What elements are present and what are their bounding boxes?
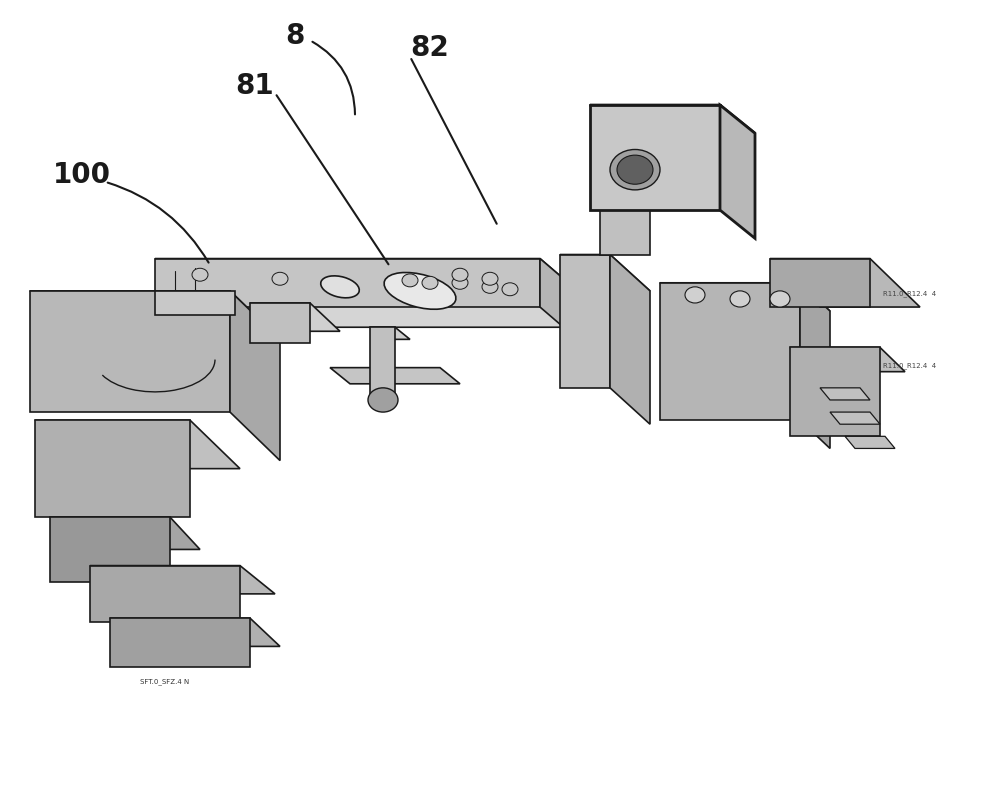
Circle shape [610,149,660,190]
Polygon shape [790,347,880,436]
Polygon shape [610,255,650,424]
Circle shape [770,291,790,307]
Polygon shape [770,259,870,307]
Polygon shape [590,105,755,133]
Polygon shape [330,368,460,384]
Circle shape [685,287,705,303]
Circle shape [502,283,518,296]
Circle shape [452,276,468,289]
Text: 8: 8 [285,23,305,50]
Polygon shape [660,283,800,420]
Polygon shape [110,618,250,667]
Polygon shape [370,327,410,339]
Polygon shape [230,291,280,461]
Text: SFT.0_SFZ.4 N: SFT.0_SFZ.4 N [140,678,190,684]
Polygon shape [820,388,870,400]
Polygon shape [590,105,720,210]
Polygon shape [845,436,895,448]
Polygon shape [50,517,200,549]
Circle shape [192,268,208,281]
Polygon shape [660,283,830,311]
Ellipse shape [384,272,456,309]
Polygon shape [90,566,240,622]
Text: 100: 100 [53,161,111,188]
Circle shape [422,276,438,289]
Polygon shape [560,255,650,291]
Circle shape [482,280,498,293]
Polygon shape [830,412,880,424]
Text: R11.0_R12.4  4: R11.0_R12.4 4 [883,363,937,369]
Polygon shape [770,259,920,307]
Polygon shape [155,291,235,315]
Polygon shape [35,420,190,517]
Polygon shape [30,291,280,339]
Polygon shape [540,259,620,376]
Polygon shape [560,255,610,388]
Polygon shape [155,259,540,307]
Polygon shape [250,303,340,331]
Polygon shape [600,210,650,255]
Circle shape [368,388,398,412]
Polygon shape [790,347,905,372]
Polygon shape [720,105,755,238]
Circle shape [272,272,288,285]
Circle shape [482,272,498,285]
Circle shape [452,268,468,281]
Text: 82: 82 [411,35,449,62]
Circle shape [617,155,653,184]
Polygon shape [30,291,230,412]
Polygon shape [155,259,620,327]
Text: 81: 81 [236,73,274,100]
Circle shape [402,274,418,287]
Polygon shape [110,618,280,646]
Polygon shape [35,420,240,469]
Polygon shape [50,517,170,582]
Circle shape [730,291,750,307]
Polygon shape [250,303,310,343]
Ellipse shape [321,276,359,298]
Polygon shape [370,327,395,396]
Polygon shape [800,283,830,448]
Polygon shape [90,566,275,594]
Text: R11.0_R12.4  4: R11.0_R12.4 4 [883,290,937,297]
